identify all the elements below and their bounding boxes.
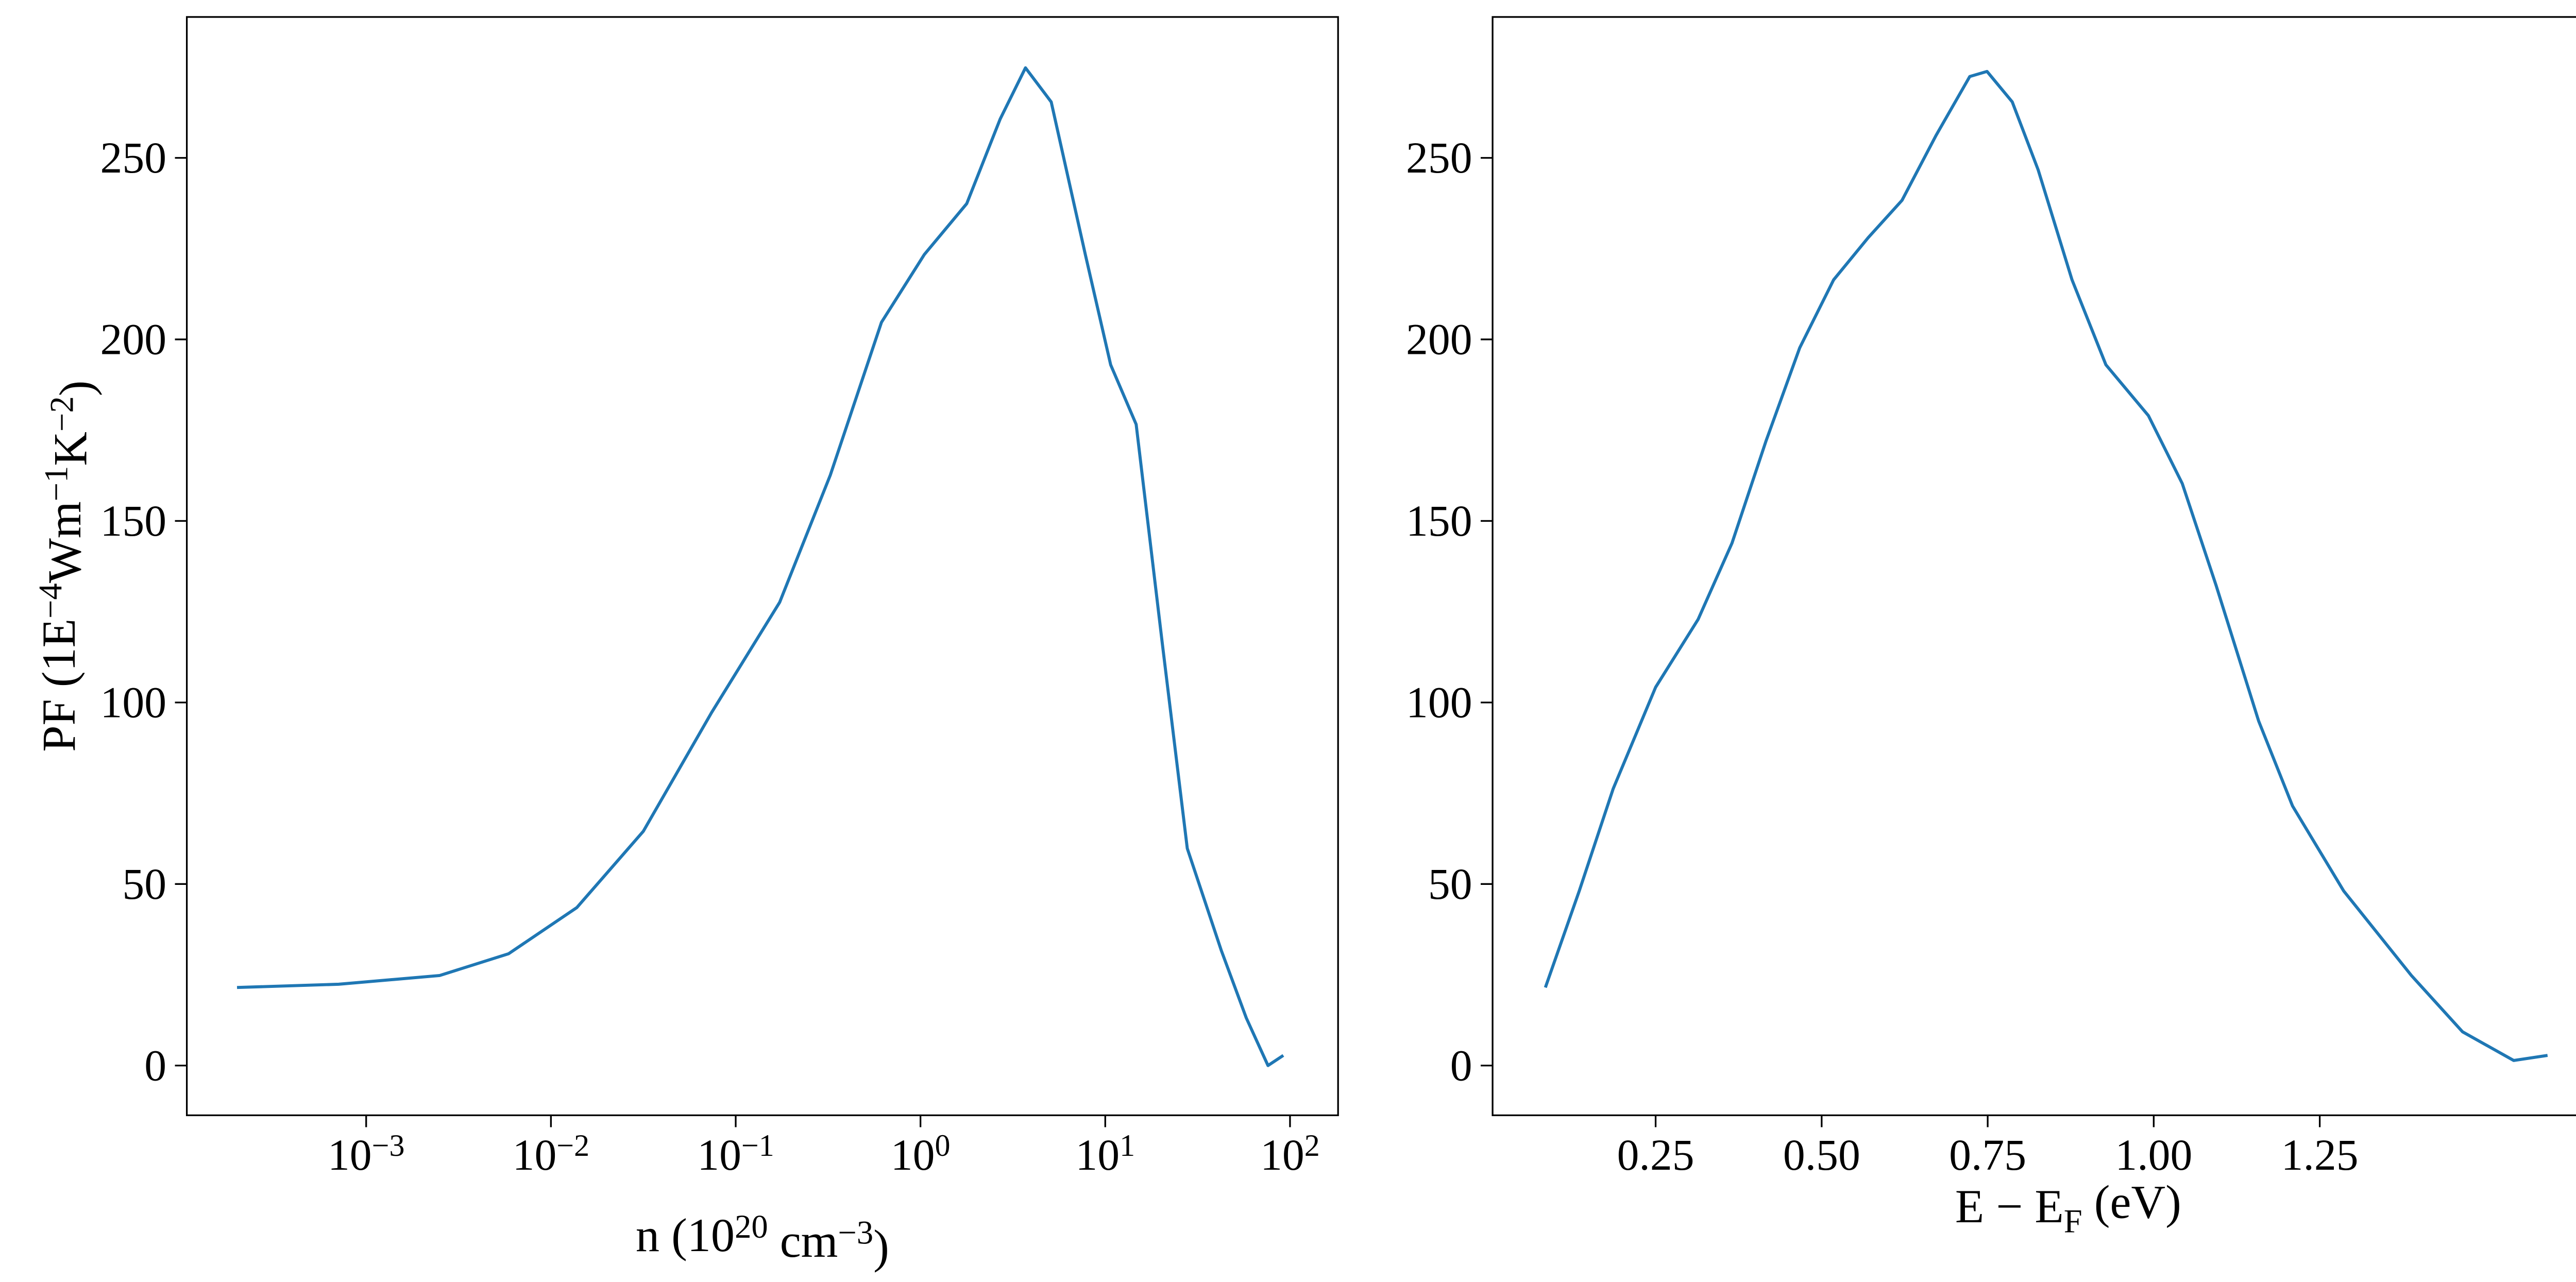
label-part: E − E (1955, 1180, 2064, 1233)
y-tick-label: 50 (1428, 860, 1472, 909)
y-axis-label: PF (1E−4Wm−1K−2) (31, 380, 102, 751)
label-part: F (2064, 1202, 2082, 1239)
x-tick-label: 10−1 (697, 1129, 774, 1180)
tick-exponent: 0 (935, 1129, 950, 1163)
tick-base: 10 (513, 1131, 557, 1180)
y-tick-label: 50 (122, 860, 166, 909)
label-part: −1 (37, 466, 74, 502)
tick-base: 10 (328, 1131, 372, 1180)
plot-frame (1492, 16, 2576, 1116)
y-tick-label: 0 (1450, 1041, 1472, 1090)
x-tick-label: 1.25 (2281, 1131, 2359, 1180)
y-tick-label: 0 (144, 1041, 166, 1090)
label-part: Wm (38, 501, 91, 583)
x-axis-label: n (1020 cm−3) (636, 1208, 889, 1273)
tick-base: 10 (697, 1131, 741, 1180)
label-part: −4 (31, 583, 69, 619)
y-tick-label: 250 (100, 133, 167, 182)
x-tick-label: 10−2 (513, 1129, 590, 1180)
x-tick-label: 0.50 (1783, 1131, 1860, 1180)
label-part: −3 (838, 1213, 873, 1251)
x-tick-label: 102 (1260, 1129, 1320, 1180)
y-tick-label: 250 (1406, 133, 1472, 182)
data-line (236, 66, 1284, 1067)
label-part: (eV) (2082, 1176, 2181, 1228)
x-tick-label: 0.25 (1617, 1131, 1694, 1180)
tick-exponent: −1 (741, 1129, 774, 1163)
tick-base: 10 (891, 1131, 935, 1180)
tick-base: 10 (1260, 1131, 1304, 1180)
tick-exponent: 1 (1120, 1129, 1135, 1163)
y-tick-label: 200 (1406, 315, 1472, 364)
x-axis-label: E − EF (eV) (1955, 1176, 2181, 1240)
x-tick-label: 1.00 (2115, 1131, 2192, 1180)
y-tick-label: 150 (1406, 497, 1472, 545)
label-part: K (44, 432, 96, 466)
x-tick-label: 0.75 (1949, 1131, 2026, 1180)
y-tick-label: 100 (100, 678, 167, 727)
label-part: cm (768, 1215, 838, 1267)
tick-exponent: 2 (1304, 1129, 1320, 1163)
tick-base: 0.50 (1783, 1131, 1860, 1180)
tick-base: 1.00 (2115, 1131, 2192, 1180)
x-tick-label: 101 (1075, 1129, 1135, 1180)
label-part: PF (1E (32, 619, 85, 752)
x-tick-label: 100 (891, 1129, 951, 1180)
label-part: −2 (43, 396, 80, 432)
label-part: ) (49, 380, 102, 396)
tick-exponent: −2 (556, 1129, 589, 1163)
tick-exponent: −3 (372, 1129, 405, 1163)
panel: 0 50 100 150 200 250 0.25 0.50 0.75 1.00 1.25 E − E… (1406, 16, 2576, 1240)
label-part: ) (873, 1220, 889, 1273)
y-tick-label: 100 (1406, 678, 1472, 727)
label-part: n (10 (636, 1209, 735, 1261)
label-part: 20 (735, 1208, 768, 1245)
y-tick-label: 150 (100, 497, 167, 545)
data-line (1544, 70, 2548, 1062)
tick-base: 10 (1075, 1131, 1120, 1180)
x-tick-label: 10−3 (328, 1129, 404, 1180)
plot-frame (185, 16, 1339, 1116)
y-tick-label: 200 (100, 315, 167, 364)
